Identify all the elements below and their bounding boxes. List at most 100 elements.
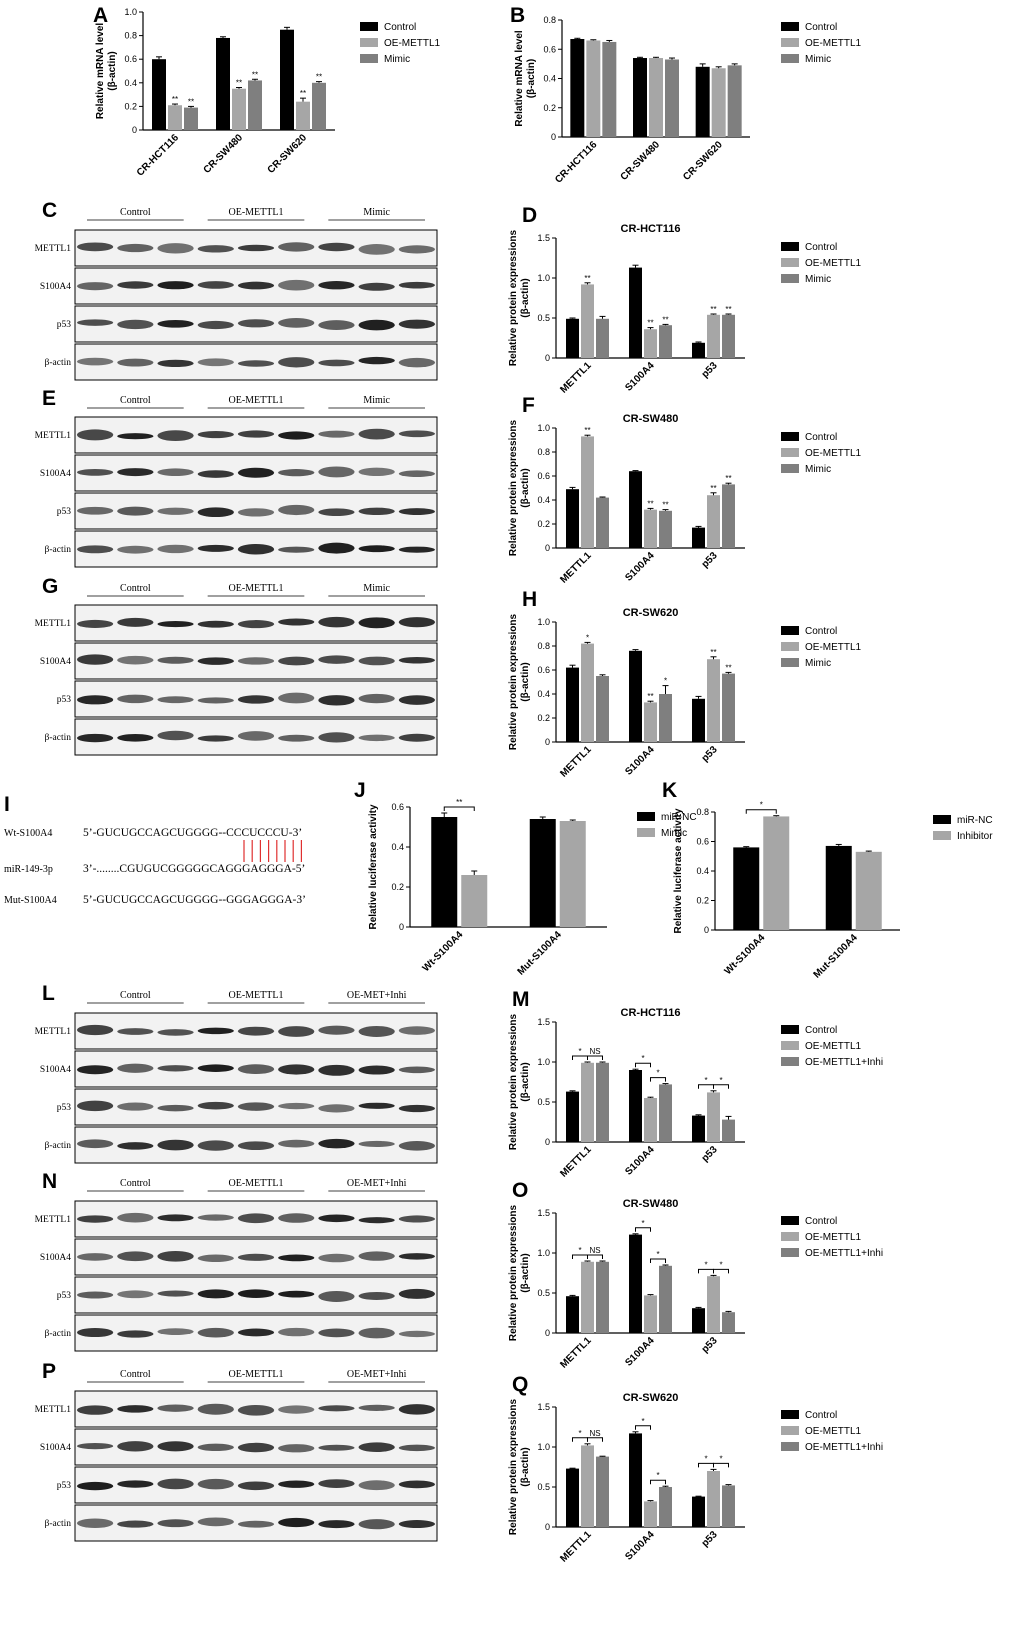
x-tick-label: METTL1 [558, 1144, 594, 1180]
blot-band [398, 733, 435, 742]
bar [707, 314, 720, 358]
blot-band [398, 470, 435, 478]
significance-mark: * [578, 1246, 581, 1255]
x-tick-label: METTL1 [558, 744, 594, 780]
y-tick-label: 0.8 [537, 641, 550, 651]
blot-band [77, 1405, 114, 1415]
significance-mark: ** [725, 474, 731, 483]
significance-mark: * [704, 1454, 707, 1463]
y-axis-label-line: Relative luciferase activity [673, 808, 684, 934]
chart-panel-H: H 0 0.2 0.4 0.6 0.8 1.0 Relative protein expres… [508, 588, 862, 780]
blot-band [398, 281, 435, 289]
bar [659, 1487, 672, 1527]
legend-swatch [933, 815, 951, 824]
blot-row-label: S100A4 [40, 1065, 71, 1075]
blot-band [318, 1025, 355, 1035]
x-tick-label: S100A4 [623, 550, 657, 584]
bar [659, 694, 672, 742]
bar [722, 673, 735, 742]
y-tick-label: 1.0 [124, 7, 137, 17]
blot-band [157, 1104, 194, 1112]
legend-label: Mimic [661, 828, 687, 839]
blot-band [157, 1519, 194, 1528]
blot-band [117, 281, 154, 289]
legend-label: OE-METTL1 [805, 38, 862, 49]
x-tick-label: S100A4 [623, 1529, 657, 1563]
blot-band [77, 468, 114, 476]
blot-row-label: β-actin [45, 733, 72, 743]
y-axis-label: Relative protein expressions (β-actin) [508, 1204, 531, 1341]
blot-band [157, 281, 194, 290]
blot-band [237, 543, 275, 555]
blot-row-label: S100A4 [40, 1253, 71, 1263]
blot-band [197, 1140, 234, 1151]
blot-band [278, 692, 315, 704]
blot-band [318, 359, 355, 367]
bar [659, 510, 672, 548]
blot-row-label: METTL1 [35, 1027, 72, 1037]
bar [216, 37, 230, 130]
significance-mark: ** [725, 305, 731, 314]
blot-band [278, 546, 315, 553]
significance-bracket [698, 1084, 714, 1089]
significance-mark: ** [662, 315, 668, 324]
y-tick-label: 0 [545, 1522, 550, 1532]
legend-swatch [781, 1426, 799, 1435]
blot-band [77, 242, 114, 252]
blot-band [358, 734, 395, 742]
blot-band [358, 356, 395, 365]
blot-band [358, 467, 395, 477]
bar [581, 284, 594, 358]
blot-row-label: β-actin [45, 1141, 72, 1151]
legend-swatch [781, 1410, 799, 1419]
blot-band [358, 1025, 395, 1037]
blot-band [157, 430, 194, 442]
blot-row-label: METTL1 [35, 431, 72, 441]
panel-label: C [42, 199, 57, 222]
y-axis-label: Relative mRNA level (β-actin) [514, 30, 537, 127]
blot-band [157, 359, 194, 368]
blot-band [77, 619, 114, 628]
legend-label: Control [805, 1025, 837, 1036]
blot-band [197, 320, 234, 330]
y-axis-label-line: Relative protein expressions [508, 613, 519, 750]
x-tick-label: Wt-S100A4 [421, 929, 466, 974]
panel-label: H [522, 588, 537, 611]
blot-band [117, 433, 154, 440]
blot-band [77, 282, 114, 291]
bar [722, 1312, 735, 1333]
blot-row-label: β-actin [45, 1329, 72, 1339]
blot-band [157, 320, 194, 328]
chart-panel-O: O 0 0.5 1.0 1.5 Relative protein expressions(… [508, 1179, 883, 1371]
blot-band [77, 1518, 114, 1528]
blot-band [398, 1215, 435, 1223]
bar [431, 817, 458, 927]
significance-mark: NS [589, 1246, 600, 1255]
bar [586, 40, 601, 137]
blot-band [278, 357, 315, 368]
blot-band [117, 243, 154, 253]
bar [644, 509, 657, 548]
legend-swatch [781, 448, 799, 457]
blot-band [157, 468, 194, 477]
blot-band [278, 242, 315, 252]
y-tick-label: 0.2 [543, 103, 556, 113]
blot-band [237, 1064, 275, 1075]
chart-panel-Q: Q 0 0.5 1.0 1.5 Relative protein expressions(… [508, 1373, 883, 1565]
bar [581, 1261, 594, 1333]
bar [596, 1456, 609, 1527]
significance-bracket [713, 1462, 729, 1468]
x-tick-label: METTL1 [558, 550, 594, 586]
blot-band [157, 1290, 194, 1297]
panel-label: I [4, 793, 10, 816]
bar [184, 107, 198, 130]
y-axis-label-line: (β-actin) [526, 59, 537, 98]
significance-mark: * [641, 1054, 644, 1063]
x-tick-label: p53 [700, 550, 720, 570]
bar [659, 1265, 672, 1333]
blot-group-label: OE-MET+Inhi [347, 1369, 407, 1380]
bar [566, 1296, 579, 1333]
significance-bracket [698, 1268, 714, 1274]
blot-band [117, 358, 154, 367]
blot-band [278, 1064, 315, 1075]
